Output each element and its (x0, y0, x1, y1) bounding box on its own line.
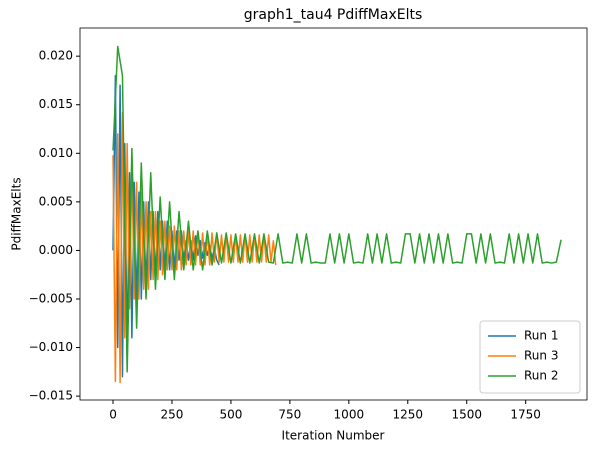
x-tick-label: 0 (109, 408, 117, 422)
y-tick-label: 0.005 (39, 194, 73, 208)
line-series (112, 111, 277, 384)
y-tick-label: 0.010 (39, 146, 73, 160)
y-tick-label: 0.000 (39, 243, 73, 257)
x-tick-label: 1000 (334, 408, 365, 422)
y-tick-label: 0.015 (39, 97, 73, 111)
x-tick-label: 1750 (510, 408, 541, 422)
x-tick-label: 1500 (451, 408, 482, 422)
plot-frame (79, 27, 588, 401)
y-tick-label: −0.010 (29, 340, 73, 354)
legend-label: Run 2 (524, 369, 558, 383)
y-axis-label: PdiffMaxElts (10, 177, 24, 250)
legend-box (479, 320, 581, 394)
y-tick-label: 0.020 (39, 49, 73, 63)
chart-title: graph1_tau4 PdiffMaxElts (244, 7, 423, 23)
y-tick-label: −0.015 (29, 389, 73, 403)
line-series (112, 45, 562, 373)
x-tick-label: 250 (161, 408, 184, 422)
x-axis-label: Iteration Number (282, 429, 385, 443)
x-tick-label: 750 (278, 408, 301, 422)
x-tick-label: 500 (219, 408, 242, 422)
x-tick-label: 1250 (393, 408, 424, 422)
legend: Run 1 Run 3 Run 2 (479, 320, 581, 394)
legend-label: Run 1 (524, 329, 558, 343)
legend-label: Run 3 (524, 349, 558, 363)
y-tick-label: −0.005 (29, 291, 73, 305)
